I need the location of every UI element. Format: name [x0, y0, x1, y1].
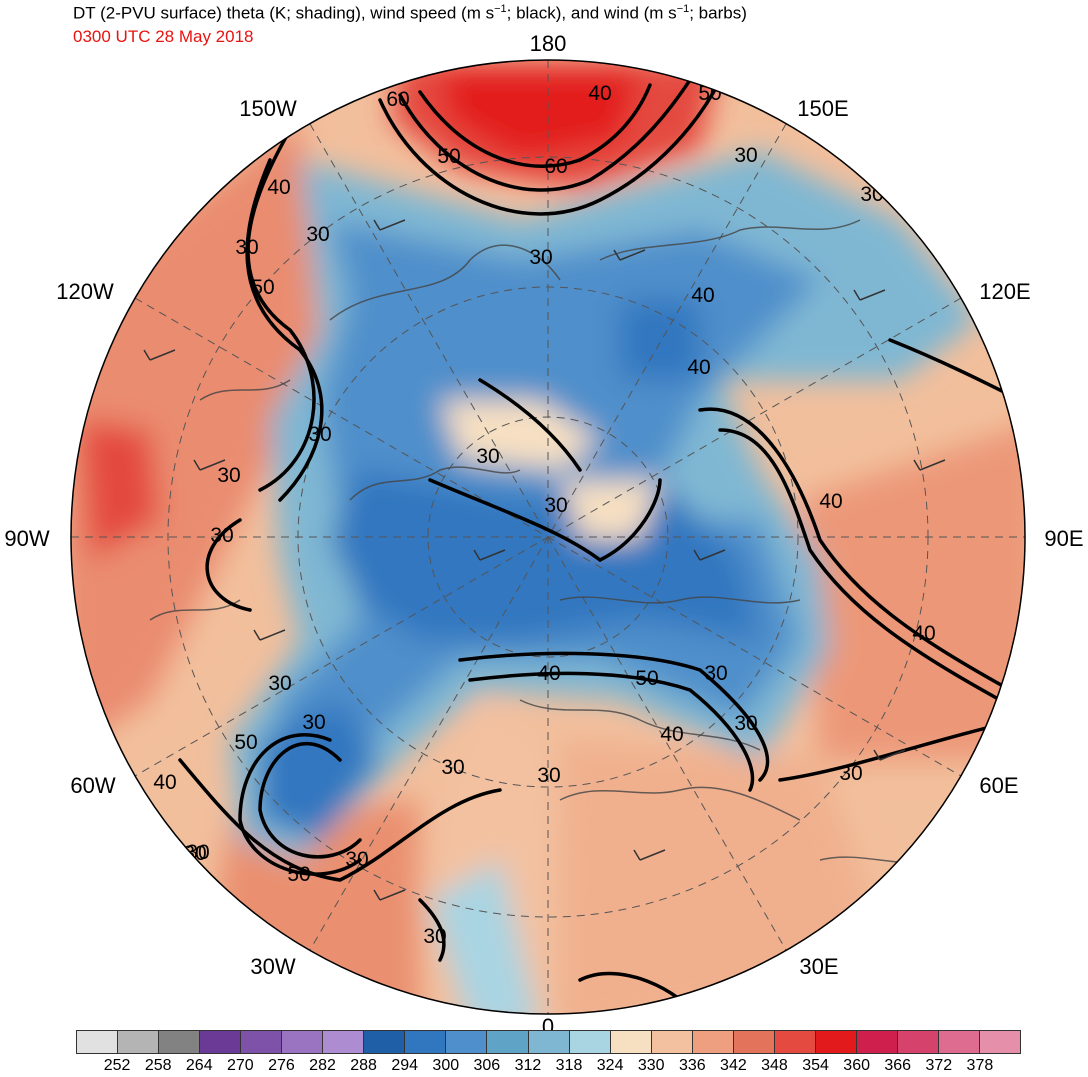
colorbar-tick-label: 306 — [473, 1057, 501, 1074]
colorbar-swatch — [980, 1031, 1021, 1053]
contour-label: 30 — [183, 842, 206, 865]
contour-label: 30 — [537, 764, 560, 787]
theta-shading: 60 40 50 50 60 30 30 30 40 30 50 30 40 40 30 30 30 30 30 40… — [71, 60, 1025, 1014]
contour-label: 30 — [839, 762, 862, 785]
colorbar — [76, 1030, 1021, 1054]
contour-label: 60 — [544, 155, 567, 178]
contour-label: 50 — [437, 145, 460, 168]
contour-label: 40 — [588, 82, 611, 105]
contour-label: 30 — [704, 662, 727, 685]
colorbar-swatch — [897, 1031, 939, 1053]
contour-label: 40 — [537, 662, 560, 685]
colorbar-tick-label: 252 — [103, 1057, 131, 1074]
contour-label: 50 — [234, 731, 257, 754]
map-boundary — [70, 59, 1026, 1015]
colorbar-tick-label: 348 — [761, 1057, 788, 1074]
contour-label: 30 — [345, 848, 368, 871]
contour-label: 30 — [268, 672, 291, 695]
contour-label: 40 — [153, 771, 176, 794]
colorbar-swatch — [774, 1031, 816, 1053]
lon-label-120e: 120E — [979, 279, 1030, 304]
colorbar-swatch — [118, 1031, 160, 1053]
colorbar-swatch — [610, 1031, 652, 1053]
colorbar-tick-label: 378 — [966, 1057, 994, 1074]
map-valid-time: 0300 UTC 28 May 2018 — [73, 27, 254, 46]
lon-label-120w: 120W — [56, 279, 114, 304]
lon-label-180: 180 — [530, 31, 567, 56]
colorbar-swatch — [446, 1031, 488, 1053]
colorbar-swatch — [159, 1031, 201, 1053]
colorbar-swatch — [487, 1031, 529, 1053]
contour-label: 30 — [441, 756, 464, 779]
colorbar-swatch — [323, 1031, 365, 1053]
contour-label: 40 — [687, 356, 710, 379]
colorbar-swatch — [405, 1031, 447, 1053]
colorbar-swatch — [241, 1031, 283, 1053]
colorbar-tick-label: 270 — [226, 1057, 254, 1074]
contour-label: 40 — [912, 622, 935, 645]
lon-label-150w: 150W — [239, 96, 297, 121]
contour-label: 30 — [210, 524, 233, 547]
contour-label: 30 — [308, 423, 331, 446]
colorbar-ticks: 252 258 264 270 276 282 288 294 300 306 312 318 324 3… — [76, 1057, 1021, 1077]
contour-label: 30 — [476, 445, 499, 468]
colorbar-swatch — [200, 1031, 242, 1053]
contour-label: 30 — [423, 925, 446, 948]
colorbar-tick-label: 258 — [144, 1057, 172, 1074]
colorbar-tick-label: 318 — [555, 1057, 583, 1074]
lon-label-30e: 30E — [799, 954, 838, 979]
contour-label: 50 — [635, 667, 658, 690]
contour-label: 30 — [734, 712, 757, 735]
colorbar-swatch — [815, 1031, 857, 1053]
colorbar-swatch — [733, 1031, 775, 1053]
colorbar-tick-label: 336 — [678, 1057, 706, 1074]
lon-label-60w: 60W — [70, 773, 115, 798]
colorbar-tick-label: 342 — [720, 1057, 747, 1074]
colorbar-swatch — [569, 1031, 611, 1053]
colorbar-tick-label: 354 — [802, 1057, 829, 1074]
contour-label: 30 — [734, 144, 757, 167]
contour-label: 30 — [302, 711, 325, 734]
contour-label: 40 — [267, 176, 290, 199]
colorbar-tick-label: 372 — [925, 1057, 953, 1074]
map-title: DT (2-PVU surface) theta (K; shading), w… — [73, 3, 747, 23]
lon-label-90w: 90W — [4, 526, 49, 551]
colorbar-tick-label: 300 — [432, 1057, 460, 1074]
colorbar-swatch — [651, 1031, 693, 1053]
colorbar-tick-label: 366 — [884, 1057, 912, 1074]
contour-label: 30 — [235, 236, 258, 259]
lon-label-30w: 30W — [250, 954, 295, 979]
colorbar-tick-label: 312 — [514, 1057, 542, 1074]
colorbar-tick-label: 360 — [843, 1057, 870, 1074]
colorbar-tick-label: 264 — [185, 1057, 213, 1074]
colorbar-tick-label: 294 — [391, 1057, 419, 1074]
colorbar-swatch — [938, 1031, 981, 1053]
contour-label: 50 — [251, 276, 274, 299]
contour-label: 30 — [306, 223, 329, 246]
colorbar-swatch — [856, 1031, 898, 1053]
colorbar-swatch — [364, 1031, 406, 1053]
contour-label: 40 — [660, 723, 683, 746]
contour-label: 30 — [529, 246, 552, 269]
contour-label: 30 — [217, 464, 240, 487]
lon-label-150e: 150E — [797, 96, 848, 121]
lon-label-60e: 60E — [979, 773, 1018, 798]
contour-label: 40 — [819, 490, 842, 513]
contour-label: 30 — [544, 494, 567, 517]
colorbar-swatch — [692, 1031, 734, 1053]
colorbar-tick-label: 330 — [637, 1057, 665, 1074]
colorbar-tick-label: 276 — [268, 1057, 295, 1074]
colorbar-tick-label: 324 — [596, 1057, 624, 1074]
contour-label: 60 — [386, 88, 409, 111]
colorbar-swatch — [77, 1031, 119, 1053]
contour-label: 40 — [691, 284, 714, 307]
colorbar-tick-label: 282 — [309, 1057, 336, 1074]
colorbar-swatch — [282, 1031, 324, 1053]
contour-label: 50 — [287, 863, 310, 886]
colorbar-swatch — [528, 1031, 570, 1053]
colorbar-tick-label: 288 — [350, 1057, 377, 1074]
lon-label-90e: 90E — [1044, 526, 1083, 551]
